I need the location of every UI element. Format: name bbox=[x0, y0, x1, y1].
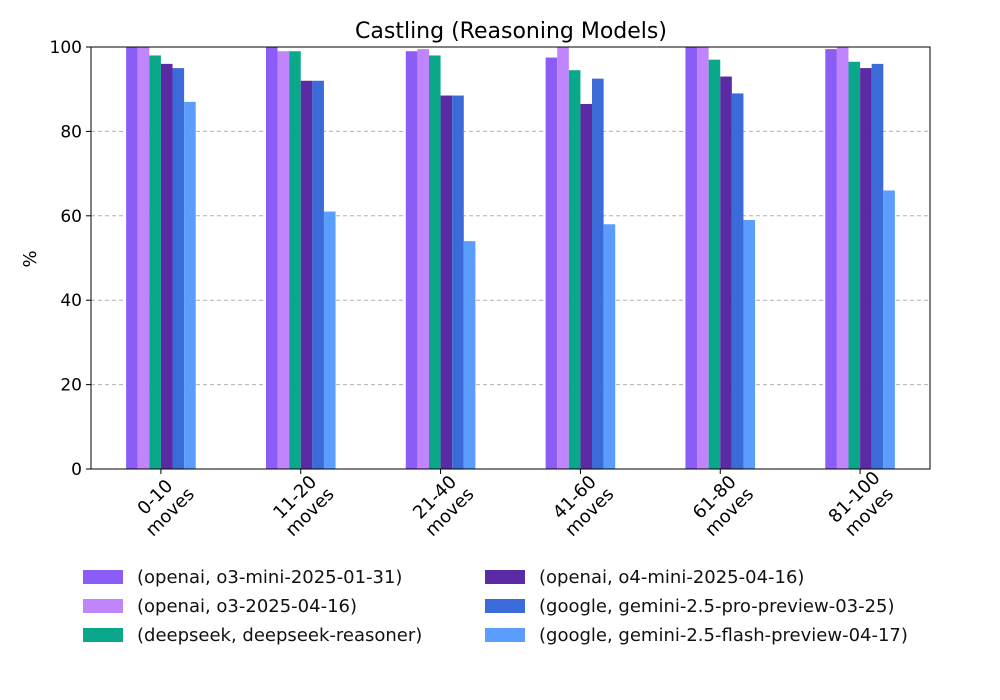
legend-label: (openai, o4-mini-2025-04-16) bbox=[539, 566, 805, 588]
bar bbox=[323, 211, 336, 469]
legend-item: (google, gemini-2.5-pro-preview-03-25) bbox=[482, 595, 962, 617]
bar bbox=[860, 68, 872, 469]
bar bbox=[883, 190, 895, 470]
y-tick-label: 100 bbox=[50, 38, 82, 58]
legend-swatch bbox=[485, 570, 525, 584]
bar bbox=[149, 55, 161, 469]
bar bbox=[265, 47, 278, 469]
legend-item: (openai, o3-mini-2025-01-31) bbox=[80, 566, 482, 588]
y-tick-label: 0 bbox=[71, 460, 82, 480]
bar bbox=[557, 47, 569, 469]
legend-label: (google, gemini-2.5-pro-preview-03-25) bbox=[539, 595, 895, 617]
bars-layer bbox=[126, 47, 895, 470]
bar bbox=[603, 224, 616, 469]
legend-label: (google, gemini-2.5-flash-preview-04-17) bbox=[539, 624, 908, 646]
legend-item: (openai, o3-2025-04-16) bbox=[80, 595, 482, 617]
bar bbox=[428, 55, 441, 469]
bar bbox=[685, 47, 698, 469]
legend-label: (openai, o3-2025-04-16) bbox=[137, 595, 358, 617]
y-tick-label: 40 bbox=[60, 291, 82, 311]
y-tick-label: 60 bbox=[60, 207, 82, 227]
bar bbox=[720, 76, 732, 469]
bar bbox=[580, 103, 593, 469]
plot-frame bbox=[90, 46, 931, 470]
bar bbox=[836, 47, 849, 469]
bar bbox=[848, 61, 861, 470]
bar bbox=[440, 95, 453, 469]
bar bbox=[708, 59, 721, 469]
bar bbox=[545, 57, 558, 470]
y-tick-label: 80 bbox=[60, 122, 82, 142]
legend-item: (openai, o4-mini-2025-04-16) bbox=[482, 566, 962, 588]
grid-lines bbox=[91, 130, 930, 386]
bar bbox=[137, 47, 150, 469]
bar bbox=[160, 63, 173, 469]
bar bbox=[417, 49, 429, 470]
bar bbox=[312, 80, 324, 469]
legend-swatch bbox=[485, 628, 525, 642]
legend-label: (deepseek, deepseek-reasoner) bbox=[137, 624, 423, 646]
bar bbox=[825, 49, 837, 470]
bar bbox=[452, 95, 464, 469]
legend-swatch bbox=[83, 628, 123, 642]
y-axis-label: % bbox=[20, 250, 41, 267]
bar bbox=[289, 51, 301, 469]
legend-swatch bbox=[83, 599, 123, 613]
legend-item: (google, gemini-2.5-flash-preview-04-17) bbox=[482, 624, 962, 646]
legend-swatch bbox=[485, 599, 525, 613]
bar bbox=[592, 78, 604, 470]
legend-swatch bbox=[83, 570, 123, 584]
bar bbox=[568, 70, 581, 470]
legend: (openai, o3-mini-2025-01-31) (openai, o4-… bbox=[80, 566, 980, 646]
chart-title: Castling (Reasoning Models) bbox=[355, 19, 667, 44]
bar bbox=[731, 93, 744, 470]
bar bbox=[126, 47, 138, 469]
y-tick-labels: 0 20 40 60 80 100 bbox=[50, 38, 91, 480]
bar bbox=[405, 51, 418, 469]
bar bbox=[463, 241, 476, 469]
bar bbox=[743, 220, 756, 469]
bar bbox=[172, 68, 185, 469]
bar bbox=[277, 51, 290, 469]
bar bbox=[871, 63, 884, 469]
bar bbox=[697, 47, 709, 469]
chart-svg: Castling (Reasoning Models) % 0 20 40 60 80 1… bbox=[20, 19, 931, 541]
bar bbox=[300, 80, 313, 469]
bar bbox=[184, 101, 196, 470]
legend-item: (deepseek, deepseek-reasoner) bbox=[80, 624, 482, 646]
y-tick-label: 20 bbox=[60, 376, 82, 396]
legend-label: (openai, o3-mini-2025-01-31) bbox=[137, 566, 403, 588]
